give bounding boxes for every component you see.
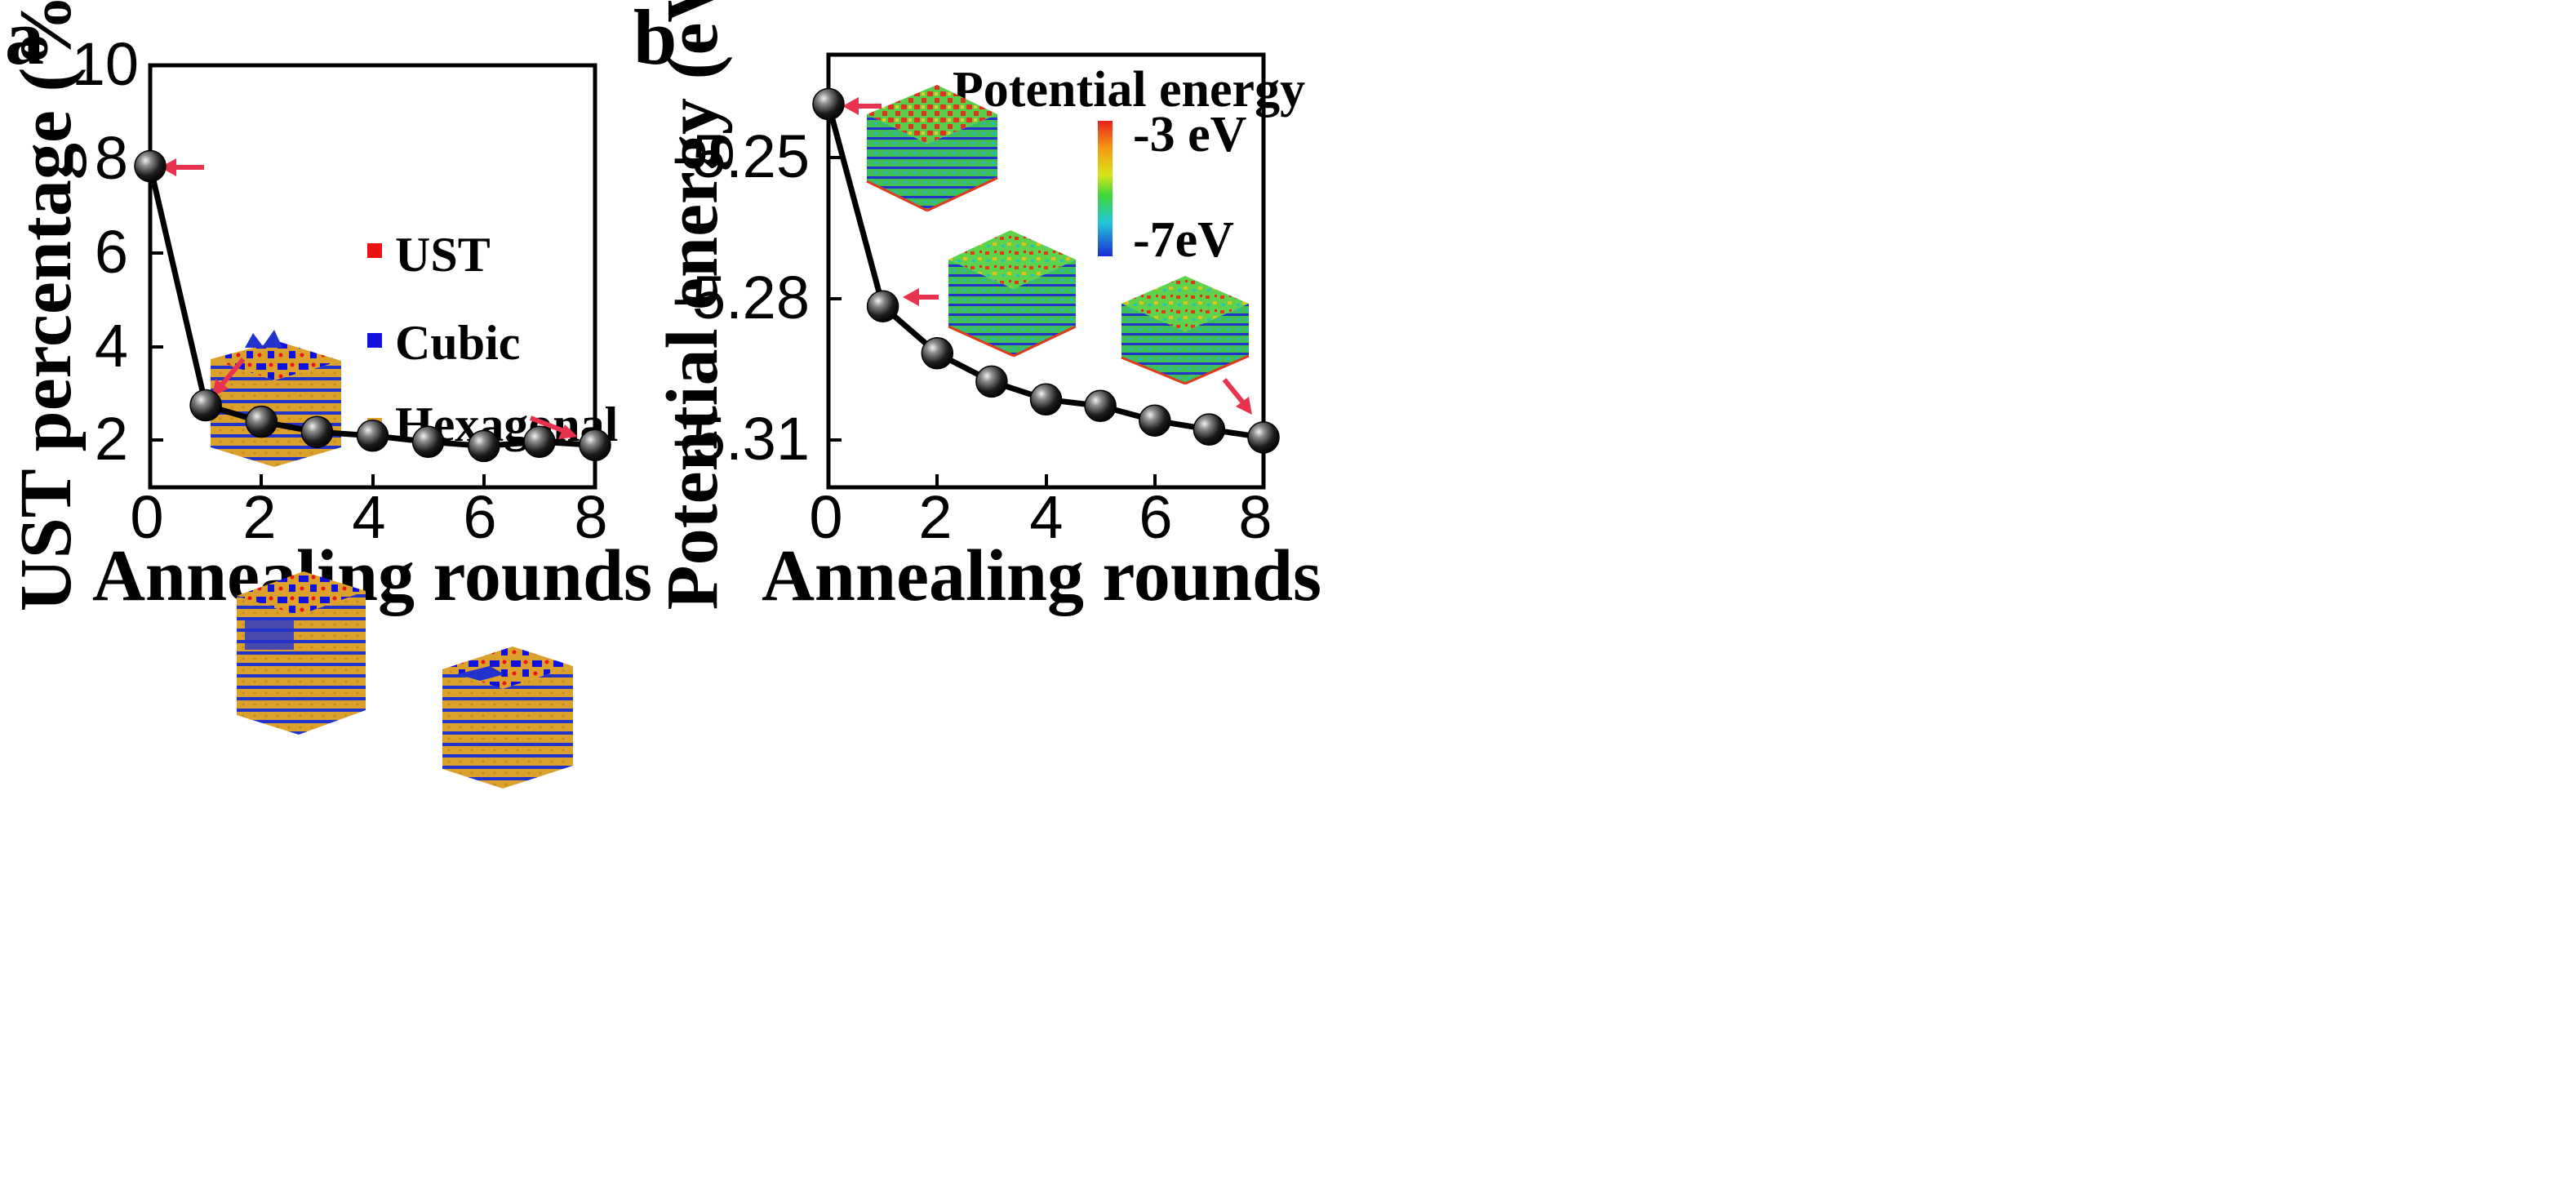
panel-b-ytick: -5.28: [672, 264, 810, 331]
panel-a-letter: a: [5, 0, 44, 81]
panel-a-data-point: [468, 429, 500, 463]
panel-b-data-point: [812, 87, 845, 121]
panel-b-colorbar: Potential energy -3 eV -7eV: [953, 62, 1305, 268]
panel-b-xtick: 6: [1139, 483, 1172, 551]
arrow-to-round-1: [216, 358, 246, 390]
panel-b-ytick: -5.31: [672, 405, 810, 473]
panel-b-data-point: [1139, 404, 1171, 437]
panel-a-arrows: [160, 158, 578, 439]
panel-a-data-point: [411, 425, 445, 459]
panel-a-y-axis-title: UST percentage (%): [6, 0, 87, 611]
panel-a-xtick: 6: [463, 483, 496, 551]
panel-a-xtick: 4: [352, 483, 385, 551]
panel-b-xtick: 4: [1029, 483, 1063, 551]
panel-a-xtick: 0: [130, 483, 163, 551]
arrow-to-round-8: [1222, 378, 1248, 407]
panel-b-letter: b: [633, 0, 677, 81]
panel-a-ytick: 2: [95, 405, 128, 473]
panel-b-xtick: 0: [809, 483, 842, 551]
arrow-to-round-8: [529, 415, 570, 435]
panel-a-ytick: 10: [72, 30, 139, 98]
panel-a-ytick: 8: [95, 124, 128, 192]
panel-b-ytick: -5.25: [672, 122, 810, 190]
panel-a-data-point: [356, 420, 389, 452]
panel-b-xtick: 2: [918, 483, 952, 551]
legend-swatch-cubic: [367, 333, 382, 348]
panel-b-data-point: [975, 365, 1008, 398]
panel-a: a 0 2 4 6 8 2 4 6 8 10 Annealing rounds …: [5, 0, 652, 789]
panel-a-legend: UST Cubic Hexagonal: [367, 228, 618, 451]
panel-a-xtick: 8: [574, 483, 607, 551]
panel-a-data-point: [300, 415, 334, 448]
panel-a-ytick: 6: [95, 218, 128, 286]
panel-a-data-point: [523, 425, 556, 459]
panel-a-data-point: [134, 149, 167, 183]
panel-b-y-axis-title: Potential energy (eV): [652, 0, 733, 610]
panel-b-ticks: [827, 156, 1265, 487]
colorbar-max-label: -3 eV: [1133, 107, 1247, 162]
colorbar-gradient: [1098, 121, 1113, 256]
panel-b-data-point: [1029, 383, 1063, 416]
panel-b-x-axis-title: Annealing rounds: [762, 535, 1321, 616]
colorbar-title: Potential energy: [953, 62, 1305, 118]
panel-b-data-point: [1193, 413, 1226, 446]
panel-b: b 0 2 4 6 8 -5.31 -5.28 -5.25 Annealing …: [633, 0, 1321, 616]
panel-a-data-point: [245, 405, 278, 438]
legend-label-cubic: Cubic: [395, 316, 520, 370]
energy-map-round-1-inset: [948, 230, 1077, 358]
energy-map-round-0-inset: [866, 85, 998, 212]
structure-round-1-inset: [237, 571, 366, 735]
panel-a-xtick: 2: [242, 483, 276, 551]
panel-a-x-axis-title: Annealing rounds: [92, 535, 652, 616]
panel-b-data-point: [921, 337, 954, 370]
panel-b-data-point: [1247, 421, 1280, 454]
panel-b-data-point: [866, 290, 899, 322]
panel-b-data-points: [812, 87, 1280, 454]
energy-map-round-8-inset: [1121, 276, 1250, 385]
panel-b-data-point: [1084, 389, 1117, 423]
structure-round-8-inset: [442, 646, 573, 789]
panel-b-xtick: 8: [1238, 483, 1272, 551]
panel-a-data-point: [579, 429, 611, 462]
legend-swatch-ust: [367, 243, 382, 258]
panel-a-data-points: [134, 149, 611, 463]
colorbar-min-label: -7eV: [1133, 212, 1234, 268]
legend-label-ust: UST: [395, 228, 491, 282]
panel-a-ytick: 4: [95, 312, 128, 380]
panel-b-arrows: [842, 97, 1252, 415]
panel-a-data-point: [189, 389, 222, 422]
